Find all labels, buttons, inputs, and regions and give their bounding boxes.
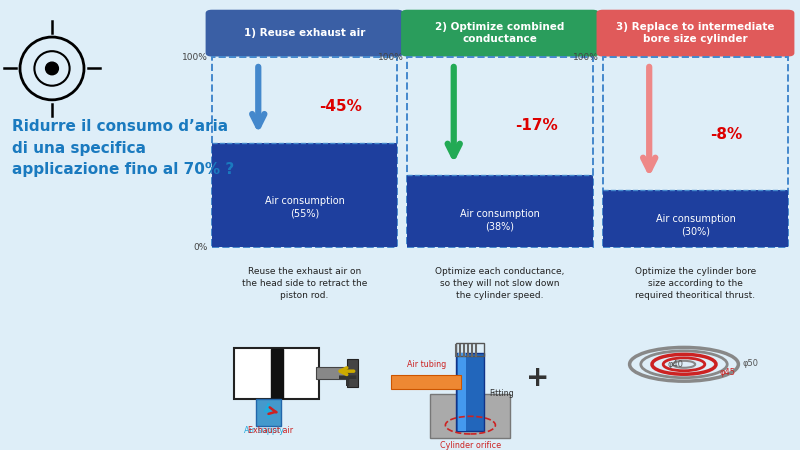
FancyBboxPatch shape: [597, 10, 794, 57]
Polygon shape: [212, 143, 397, 248]
Text: -8%: -8%: [710, 127, 742, 142]
FancyBboxPatch shape: [317, 367, 351, 379]
Text: 100%: 100%: [182, 53, 208, 62]
Text: 100%: 100%: [378, 53, 403, 62]
Text: Air tubing: Air tubing: [406, 360, 446, 369]
Text: Ridurre il consumo d’aria
di una specifica
applicazione fino al 70% ?: Ridurre il consumo d’aria di una specifi…: [12, 119, 234, 177]
Text: Exhaust air: Exhaust air: [249, 426, 294, 435]
FancyBboxPatch shape: [256, 399, 281, 426]
Text: 2) Optimize combined
conductance: 2) Optimize combined conductance: [435, 22, 565, 44]
Text: Air consumption
(55%): Air consumption (55%): [265, 196, 345, 219]
FancyBboxPatch shape: [456, 352, 485, 431]
Text: Optimize each conductance,
so they will not slow down
the cylinder speed.: Optimize each conductance, so they will …: [435, 267, 565, 301]
Text: φ40: φ40: [668, 360, 684, 369]
Text: 100%: 100%: [573, 53, 599, 62]
FancyBboxPatch shape: [206, 10, 403, 57]
FancyBboxPatch shape: [430, 394, 510, 438]
Text: φ45: φ45: [720, 368, 736, 377]
Text: Air consumption
(38%): Air consumption (38%): [460, 209, 540, 231]
Text: 3) Replace to intermediate
bore size cylinder: 3) Replace to intermediate bore size cyl…: [616, 22, 774, 44]
FancyBboxPatch shape: [401, 10, 599, 57]
Text: Cylinder orifice: Cylinder orifice: [440, 441, 501, 450]
Text: -45%: -45%: [319, 99, 362, 114]
Text: 1) Reuse exhaust air: 1) Reuse exhaust air: [244, 28, 366, 38]
Text: +: +: [336, 364, 360, 392]
Ellipse shape: [46, 62, 58, 75]
Text: Fitting: Fitting: [490, 389, 514, 398]
Text: φ50: φ50: [742, 359, 758, 368]
FancyBboxPatch shape: [458, 352, 466, 431]
FancyBboxPatch shape: [347, 360, 358, 387]
FancyBboxPatch shape: [234, 347, 318, 399]
Text: -17%: -17%: [515, 118, 558, 133]
Text: +: +: [526, 364, 550, 392]
Text: Air supply: Air supply: [243, 426, 283, 435]
FancyBboxPatch shape: [271, 349, 283, 398]
Text: Air consumption
(30%): Air consumption (30%): [655, 215, 735, 237]
FancyBboxPatch shape: [391, 375, 462, 389]
Polygon shape: [407, 175, 593, 248]
Text: Optimize the cylinder bore
size according to the
required theoritical thrust.: Optimize the cylinder bore size accordin…: [635, 267, 756, 301]
Text: 0%: 0%: [194, 243, 208, 252]
Text: Reuse the exhaust air on
the head side to retract the
piston rod.: Reuse the exhaust air on the head side t…: [242, 267, 367, 301]
Polygon shape: [603, 190, 788, 248]
